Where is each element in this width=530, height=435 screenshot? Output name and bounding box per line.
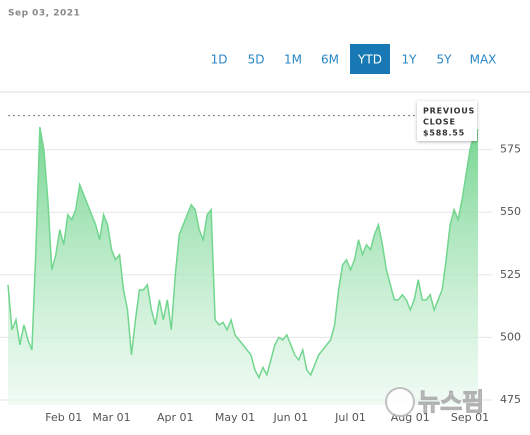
previous-close-box [417,101,477,141]
x-tick-label: May 01 [215,411,255,424]
x-tick-label: Feb 01 [45,411,82,424]
previous-close-title: PREVIOUS [423,107,475,116]
area [8,127,478,405]
y-tick-label: 500 [500,330,521,343]
watermark-logo [385,387,415,417]
range-button[interactable]: 5D [248,53,265,67]
range-button[interactable]: 6M [321,53,339,67]
x-tick-label: Jul 01 [334,411,366,424]
x-tick-label: Jun 01 [272,411,308,424]
x-tick-label: Sep 01 [451,411,489,424]
watermark: 뉴스핌 [418,388,484,416]
date: Sep 03, 2021 [8,9,80,19]
y-tick-label: 525 [500,268,521,281]
range-button[interactable]: 1Y [402,53,418,67]
y-tick-label: 575 [500,143,521,156]
previous-close-value: $588.55 [423,129,465,138]
x-tick-label: Apr 01 [157,411,194,424]
range-button[interactable]: 5Y [437,53,453,67]
line [7,126,479,380]
x-tick-label: Mar 01 [92,411,130,424]
range-button[interactable]: YTD [357,53,382,67]
y-tick-label: 475 [500,393,521,406]
range-button[interactable]: 1M [284,53,302,67]
y-tick-label: 550 [500,205,521,218]
range-button[interactable]: 1D [211,53,228,67]
range-button[interactable]: MAX [470,53,497,67]
previous-close-title: CLOSE [423,118,456,127]
range-button-active[interactable] [350,44,390,74]
